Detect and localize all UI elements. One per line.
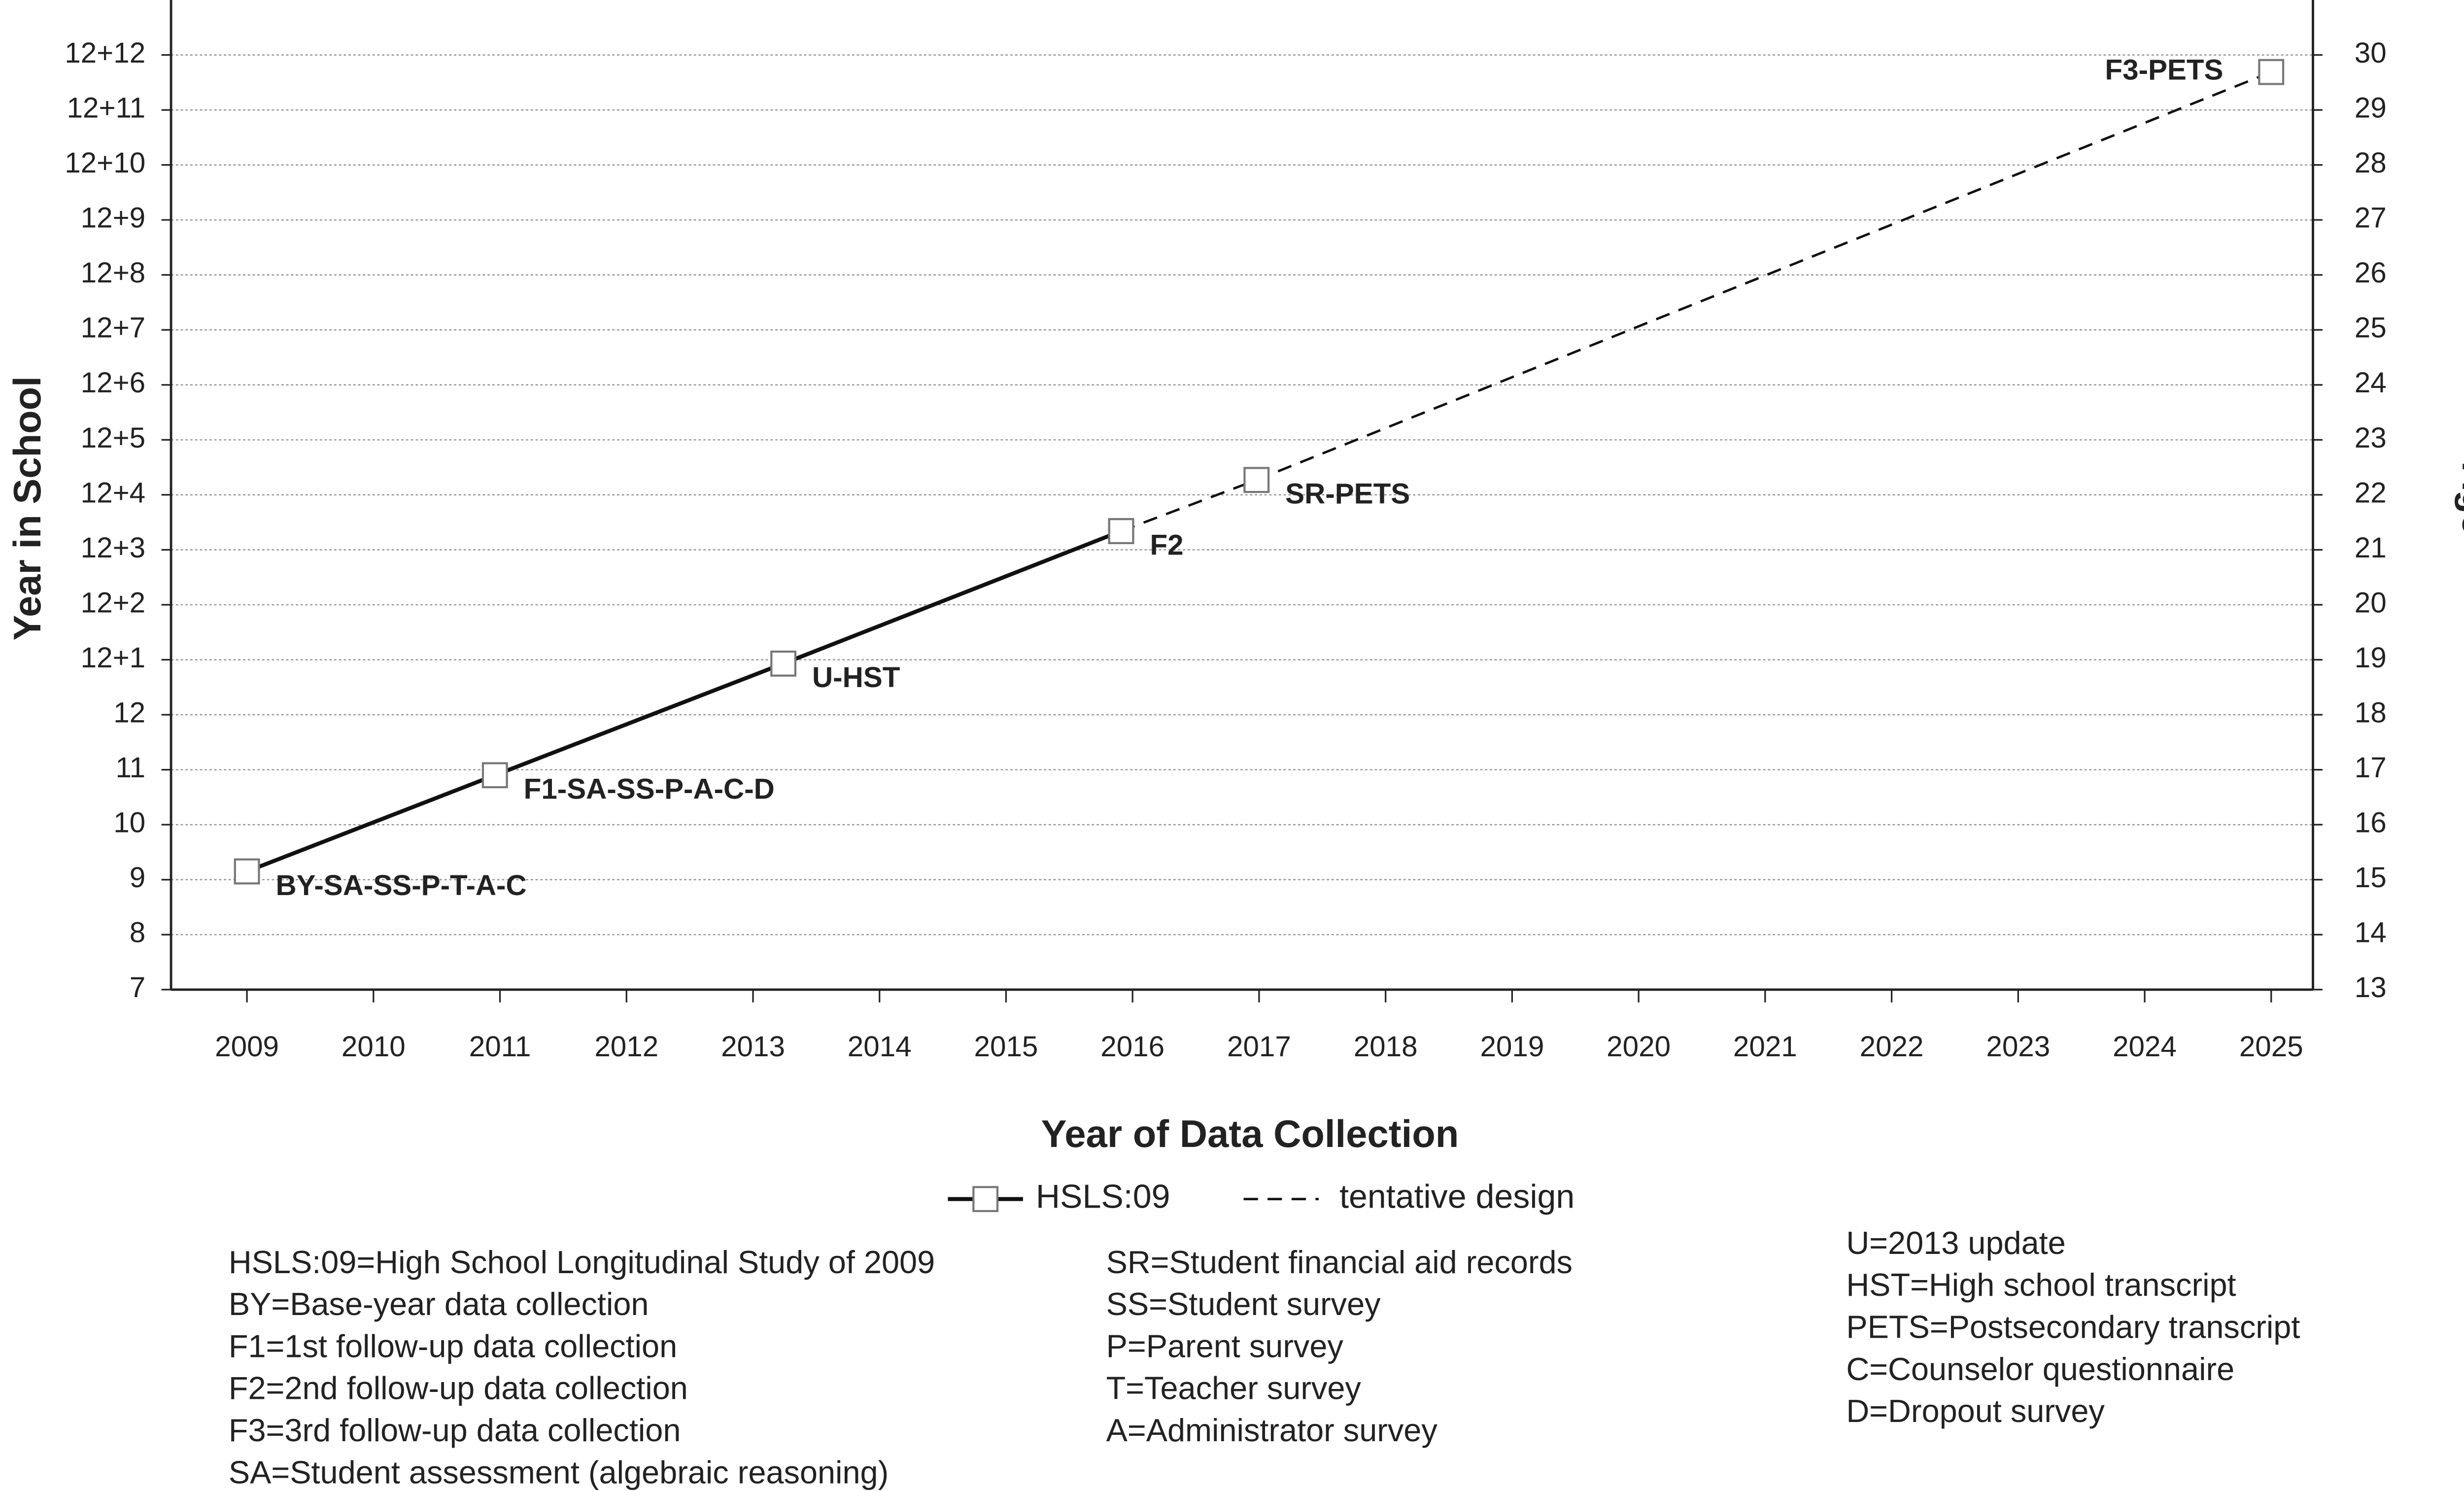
- y-tick-label: 12+8: [81, 257, 146, 289]
- x-tick-label: 2023: [1986, 1031, 2050, 1063]
- note: F1=1st follow-up data collection: [229, 1328, 677, 1364]
- y-tick-label: 7: [130, 971, 145, 1004]
- x-tick-label: 2019: [1480, 1031, 1544, 1063]
- legend-label: tentative design: [1339, 1178, 1574, 1215]
- note: T=Teacher survey: [1106, 1370, 1362, 1406]
- note: P=Parent survey: [1106, 1328, 1344, 1364]
- point-label: BY-SA-SS-P-T-A-C: [275, 869, 526, 902]
- y2-tick-label: 20: [2355, 587, 2387, 619]
- y2-tick-label: 18: [2355, 697, 2387, 729]
- x-tick-label: 2020: [1607, 1031, 1671, 1063]
- note: SS=Student survey: [1106, 1286, 1381, 1322]
- y2-tick-label: 23: [2355, 422, 2387, 454]
- y2-tick-label: 16: [2355, 807, 2387, 839]
- note: SA=Student assessment (algebraic reasoni…: [229, 1454, 889, 1490]
- note: C=Counselor questionnaire: [1846, 1351, 2234, 1387]
- x-tick-label: 2009: [215, 1031, 279, 1063]
- y2-tick-label: 15: [2355, 862, 2387, 894]
- y2-tick-label: 19: [2355, 642, 2387, 674]
- y2-tick-label: 13: [2355, 971, 2387, 1004]
- note: D=Dropout survey: [1846, 1393, 2105, 1429]
- x-tick-label: 2011: [469, 1031, 531, 1063]
- y-tick-label: 12+2: [81, 587, 146, 619]
- legend-marker: [972, 1186, 999, 1213]
- y-tick-label: 12+6: [81, 367, 146, 399]
- x-tick-label: 2010: [342, 1031, 406, 1063]
- y2-tick-label: 30: [2355, 37, 2387, 69]
- x-tick-label: 2024: [2113, 1031, 2177, 1063]
- y-tick-label: 12+3: [81, 532, 146, 564]
- note: HSLS:09=High School Longitudinal Study o…: [229, 1244, 935, 1280]
- y2-tick-label: 14: [2355, 917, 2387, 949]
- y2-tick-label: 21: [2355, 532, 2387, 564]
- y2-tick-label: 24: [2355, 367, 2387, 399]
- y2-tick-label: 29: [2355, 92, 2387, 124]
- y-tick-label: 12: [113, 697, 145, 729]
- point-label: SR-PETS: [1285, 478, 1410, 510]
- y-tick-label: 8: [130, 917, 145, 949]
- y-tick-label: 12+5: [81, 422, 146, 454]
- note: F2=2nd follow-up data collection: [229, 1370, 688, 1406]
- y-tick-label: 12+1: [81, 642, 146, 674]
- x-tick-label: 2022: [1860, 1031, 1924, 1063]
- y2-axis-title: Age: [2454, 462, 2464, 535]
- note: U=2013 update: [1846, 1225, 2065, 1261]
- point-label: F3-PETS: [2105, 54, 2223, 86]
- x-tick-label: 2021: [1733, 1031, 1797, 1063]
- y-tick-label: 12+7: [81, 312, 146, 344]
- note: HST=High school transcript: [1846, 1267, 2236, 1303]
- point-marker: [234, 858, 260, 885]
- legend-label: HSLS:09: [1036, 1178, 1170, 1215]
- y-tick-label: 12+9: [81, 202, 146, 234]
- point-marker: [1108, 518, 1134, 544]
- point-marker: [481, 762, 508, 789]
- y-axis-title: Year in School: [6, 376, 49, 640]
- note: A=Administrator survey: [1106, 1412, 1438, 1448]
- y2-tick-label: 26: [2355, 257, 2387, 289]
- y-tick-label: 10: [113, 807, 145, 839]
- y2-tick-label: 17: [2355, 752, 2387, 784]
- y-tick-label: 12+11: [67, 92, 146, 124]
- point-marker: [1243, 467, 1270, 493]
- point-marker: [2258, 59, 2285, 85]
- note: F3=3rd follow-up data collection: [229, 1412, 681, 1448]
- y-tick-label: 12+4: [81, 477, 146, 509]
- y2-tick-label: 25: [2355, 312, 2387, 344]
- y2-tick-label: 22: [2355, 477, 2387, 509]
- x-tick-label: 2018: [1354, 1031, 1418, 1063]
- note: BY=Base-year data collection: [229, 1286, 649, 1322]
- y-tick-label: 9: [130, 862, 145, 894]
- series-line: [1121, 70, 2272, 532]
- y2-tick-label: 27: [2355, 202, 2387, 234]
- x-tick-label: 2025: [2239, 1031, 2303, 1063]
- x-tick-label: 2012: [594, 1031, 658, 1063]
- y-tick-label: 12+10: [65, 147, 145, 179]
- x-tick-label: 2017: [1227, 1031, 1291, 1063]
- point-label: U-HST: [812, 661, 900, 693]
- y2-tick-label: 28: [2355, 147, 2387, 179]
- x-tick-label: 2013: [721, 1031, 785, 1063]
- series-line: [246, 529, 1122, 873]
- point-label: F2: [1150, 529, 1183, 561]
- x-tick-label: 2014: [848, 1031, 912, 1063]
- point-label: F1-SA-SS-P-A-C-D: [524, 773, 775, 805]
- x-tick-label: 2015: [974, 1031, 1038, 1063]
- note: PETS=Postsecondary transcript: [1846, 1309, 2300, 1345]
- y-tick-label: 11: [116, 752, 146, 784]
- point-marker: [770, 650, 797, 677]
- y-tick-label: 12+12: [65, 37, 145, 69]
- x-axis-title: Year of Data Collection: [1041, 1113, 1459, 1155]
- x-tick-label: 2016: [1100, 1031, 1164, 1063]
- note: SR=Student financial aid records: [1106, 1244, 1573, 1280]
